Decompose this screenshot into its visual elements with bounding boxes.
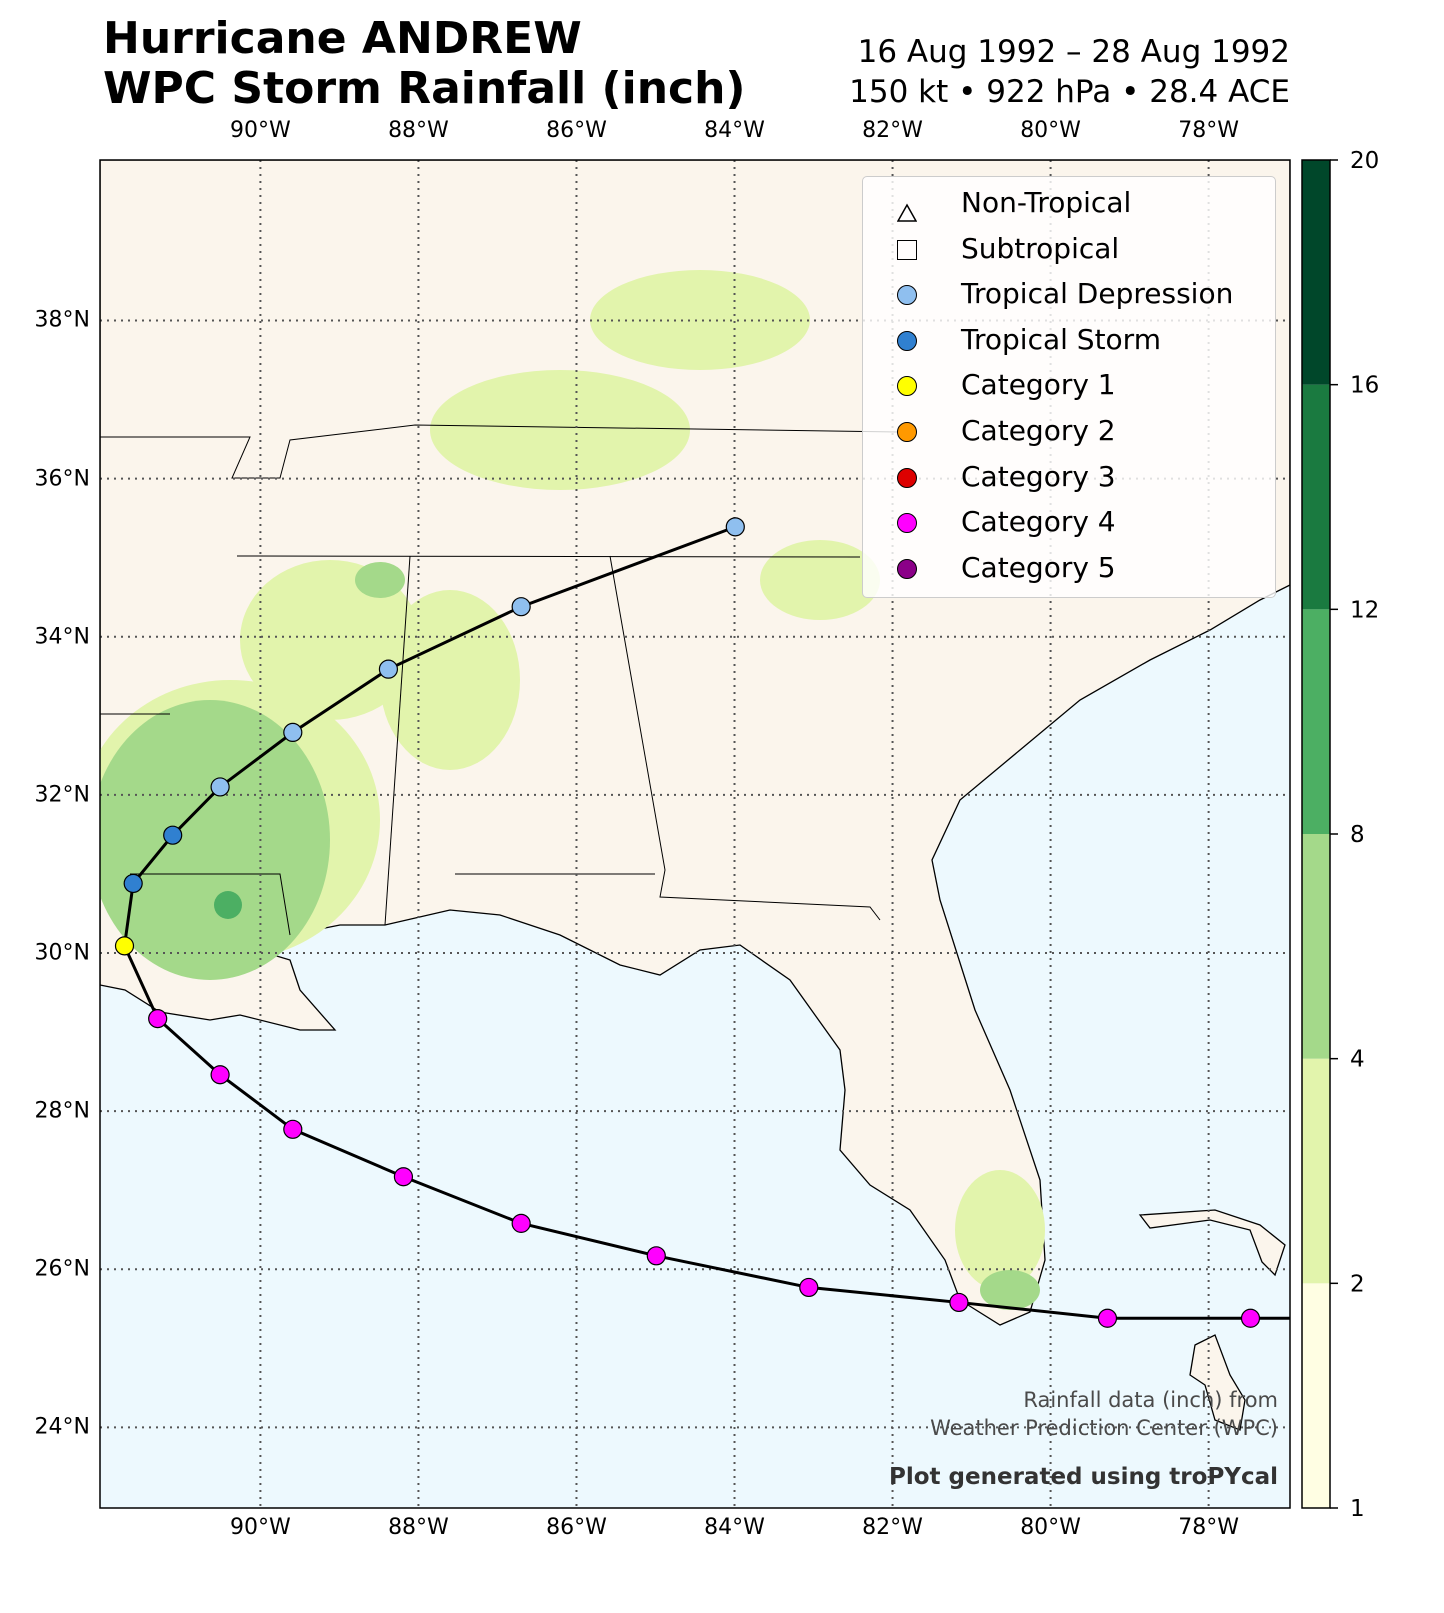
legend-label: Category 5 [961, 550, 1116, 584]
track-point [799, 1277, 819, 1298]
legend-circle-icon [897, 285, 917, 306]
lon-tick-label-bottom: 82°W [862, 1515, 923, 1540]
track-point [378, 659, 399, 679]
legend-circle-icon [897, 513, 917, 534]
lon-tick-label-top: 86°W [546, 118, 607, 143]
lon-tick-label-top: 84°W [704, 118, 765, 143]
colorbar-bin [1302, 384, 1330, 610]
track-point [393, 1167, 414, 1187]
lon-tick-label-top: 80°W [1020, 118, 1081, 143]
track-point [646, 1246, 666, 1266]
attribution-line2: Weather Prediction Center (WPC) [930, 1416, 1278, 1440]
state-borders [100, 424, 901, 936]
track-point [210, 1065, 230, 1085]
lon-tick-label-bottom: 90°W [230, 1515, 291, 1540]
track-point [725, 517, 745, 537]
lat-tick-label: 24°N [34, 1414, 90, 1440]
subtitle: 16 Aug 1992 – 28 Aug 1992 150 kt • 922 h… [849, 32, 1290, 112]
track-point [511, 1213, 531, 1233]
track-point [511, 597, 531, 617]
subtitle-stats: 150 kt • 922 hPa • 28.4 ACE [849, 74, 1290, 110]
colorbar-bin [1302, 1283, 1330, 1508]
lon-tick-label-bottom: 80°W [1020, 1515, 1081, 1540]
lon-tick-label-bottom: 88°W [388, 1515, 449, 1540]
lat-tick-label: 30°N [34, 940, 90, 966]
colorbar-bin [1302, 834, 1330, 1059]
legend-circle-icon [897, 330, 917, 351]
colorbar-tick-label: 12 [1350, 597, 1379, 623]
track-point [210, 777, 230, 797]
lon-tick-label-top: 90°W [230, 118, 291, 143]
track-point [283, 722, 303, 743]
colorbar-bin [1302, 160, 1330, 385]
title: Hurricane ANDREW WPC Storm Rainfall (inc… [103, 14, 746, 114]
attribution: Rainfall data (inch) from Weather Predic… [930, 1386, 1278, 1442]
track-point [949, 1292, 969, 1313]
legend-circle-icon [897, 558, 917, 579]
track-point [123, 873, 143, 894]
lat-tick-label: 38°N [34, 307, 90, 333]
legend-circle-icon [897, 467, 917, 488]
track-point [114, 936, 135, 956]
lon-tick-label-top: 82°W [862, 118, 923, 143]
colorbar-tick-label: 1 [1350, 1496, 1365, 1522]
colorbar-bin [1302, 609, 1330, 834]
legend-label: Subtropical [961, 231, 1120, 265]
track-point [1240, 1308, 1261, 1328]
generated-credit: Plot generated using troPYcal [889, 1464, 1278, 1490]
colorbar-tick-label: 20 [1350, 148, 1379, 174]
lon-tick-label-top: 88°W [388, 118, 449, 143]
lat-tick-label: 34°N [34, 624, 90, 650]
colorbar-tick-label: 8 [1350, 822, 1365, 848]
colorbar-bin [1302, 1058, 1330, 1284]
colorbar-tick-label: 4 [1350, 1047, 1365, 1073]
attribution-line1: Rainfall data (inch) from [1023, 1388, 1278, 1412]
lon-tick-label-bottom: 78°W [1178, 1515, 1239, 1540]
colorbar-tick-label: 16 [1350, 373, 1379, 399]
track-point [148, 1009, 168, 1029]
legend-label: Category 4 [961, 505, 1116, 539]
track-point [283, 1119, 303, 1139]
legend-label: Non-Tropical [961, 186, 1132, 219]
colorbar-tick-label: 2 [1350, 1271, 1365, 1297]
title-storm: Hurricane ANDREW [103, 13, 582, 64]
lon-tick-label-bottom: 86°W [546, 1515, 607, 1540]
legend-label: Tropical Depression [961, 277, 1234, 311]
legend-label: Category 1 [961, 368, 1116, 402]
lat-tick-label: 26°N [34, 1256, 90, 1282]
track-point [163, 825, 183, 845]
legend-label: Tropical Storm [961, 322, 1161, 356]
bahamas [1138, 1209, 1286, 1431]
lat-tick-label: 36°N [34, 466, 90, 492]
map-frame [99, 159, 1291, 1509]
subtitle-dates: 16 Aug 1992 – 28 Aug 1992 [857, 34, 1290, 70]
legend-circle-icon [897, 376, 917, 397]
title-product: WPC Storm Rainfall (inch) [103, 63, 746, 114]
lon-tick-label-top: 78°W [1178, 118, 1239, 143]
legend-label: Category 2 [961, 414, 1116, 447]
legend: Non-Tropical Subtropical Tropical Depressi… [862, 176, 1276, 598]
lat-tick-label: 32°N [34, 782, 90, 808]
track-point [1097, 1308, 1118, 1328]
lat-tick-label: 28°N [34, 1098, 90, 1124]
legend-circle-icon [897, 422, 917, 442]
legend-triangle-icon [896, 194, 918, 222]
rainfall [100, 270, 1045, 1310]
track-points [114, 517, 1261, 1328]
lon-tick-label-bottom: 84°W [704, 1515, 765, 1540]
legend-square-icon [897, 239, 917, 260]
legend-label: Category 3 [961, 459, 1116, 493]
